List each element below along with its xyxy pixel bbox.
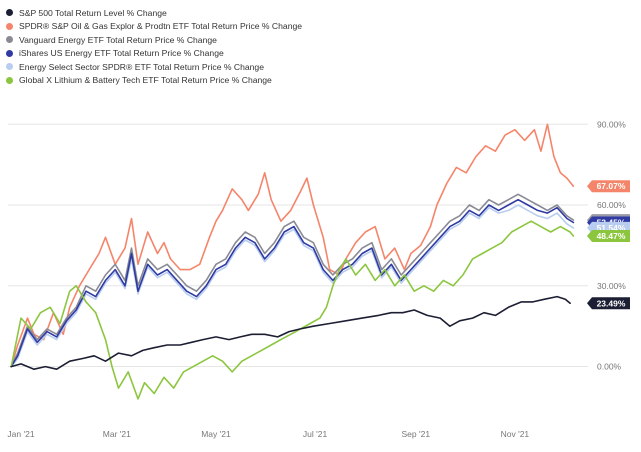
y-tick-label: 0.00% [597, 362, 622, 372]
end-value-tag: 48.47% [587, 230, 630, 243]
legend-swatch [6, 63, 13, 71]
end-value-tag: 67.07% [587, 180, 630, 193]
legend-label: Vanguard Energy ETF Total Return Price %… [19, 34, 217, 45]
x-tick-label: Nov '21 [501, 429, 530, 439]
legend-swatch [6, 36, 13, 44]
legend-item[interactable]: Vanguard Energy ETF Total Return Price %… [6, 33, 302, 47]
legend-label: Energy Select Sector SPDR® ETF Total Ret… [19, 61, 264, 72]
svg-text:67.07%: 67.07% [597, 181, 626, 191]
legend-item[interactable]: Global X Lithium & Battery Tech ETF Tota… [6, 74, 302, 88]
legend-swatch [6, 9, 13, 17]
legend-swatch [6, 22, 13, 30]
chart-series-lines [10, 123, 575, 400]
legend-item[interactable]: S&P 500 Total Return Level % Change [6, 6, 302, 20]
svg-text:51.54%: 51.54% [597, 223, 626, 233]
y-tick-label: 60.00% [597, 200, 626, 210]
legend-label: S&P 500 Total Return Level % Change [19, 7, 167, 18]
series-line-5 [10, 220, 575, 400]
series-line-3 [10, 198, 575, 368]
y-axis-tick-labels: 0.00% 30.00% 60.00% 90.00% [597, 119, 626, 371]
end-value-tag: 23.49% [587, 297, 630, 310]
legend-item[interactable]: SPDR® S&P Oil & Gas Explor & Prodtn ETF … [6, 20, 302, 34]
series-line-0 [10, 295, 571, 370]
legend-swatch [6, 49, 13, 57]
legend-label: Global X Lithium & Battery Tech ETF Tota… [19, 75, 272, 86]
legend-label: iShares US Energy ETF Total Return Price… [19, 48, 224, 59]
chart-legend: S&P 500 Total Return Level % Change SPDR®… [6, 6, 302, 87]
series-end-value-tags: 23.49%67.07%54.43%53.45%51.54%48.47% [587, 180, 630, 310]
x-tick-label: Mar '21 [103, 429, 131, 439]
x-tick-label: May '21 [201, 429, 231, 439]
x-tick-label: Jan '21 [7, 429, 34, 439]
y-tick-label: 30.00% [597, 281, 626, 291]
legend-swatch [6, 76, 13, 84]
legend-item[interactable]: iShares US Energy ETF Total Return Price… [6, 47, 302, 61]
legend-item[interactable]: Energy Select Sector SPDR® ETF Total Ret… [6, 60, 302, 74]
legend-label: SPDR® S&P Oil & Gas Explor & Prodtn ETF … [19, 21, 303, 32]
x-tick-label: Sep '21 [401, 429, 430, 439]
series-line-2 [10, 193, 575, 368]
svg-text:23.49%: 23.49% [597, 298, 626, 308]
x-axis-tick-labels: Jan '21 Mar '21 May '21 Jul '21 Sep '21 Nov '… [7, 429, 529, 439]
y-tick-label: 90.00% [597, 119, 626, 129]
series-line-4 [10, 204, 575, 368]
svg-text:48.47%: 48.47% [597, 231, 626, 241]
series-line-1 [10, 123, 575, 368]
x-tick-label: Jul '21 [303, 429, 328, 439]
